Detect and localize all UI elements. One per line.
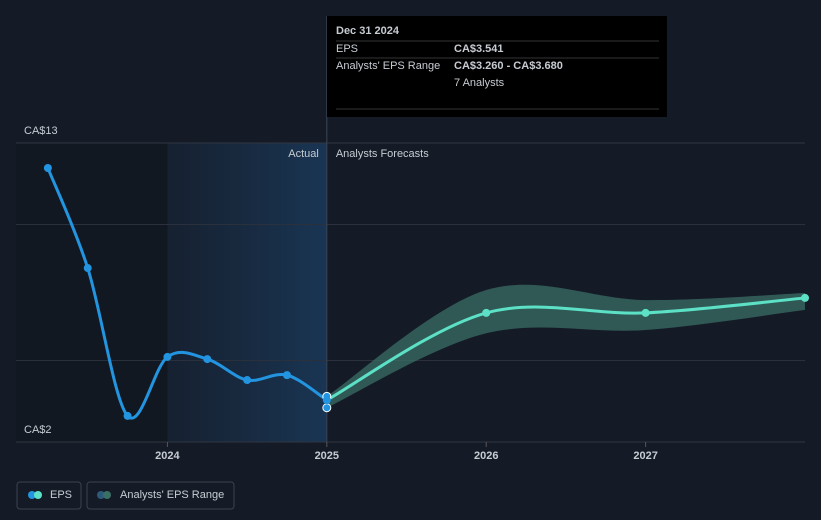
tooltip-date: Dec 31 2024 bbox=[336, 25, 400, 37]
eps-point bbox=[163, 352, 172, 361]
legend-icon bbox=[34, 491, 42, 499]
range-marker bbox=[322, 403, 332, 413]
eps-point bbox=[282, 371, 291, 380]
legend: EPS Analysts' EPS Range bbox=[16, 481, 235, 510]
forecast-point bbox=[482, 308, 491, 317]
y-tick-label: CA$13 bbox=[24, 125, 58, 137]
legend-icon bbox=[103, 491, 111, 499]
highlight-region bbox=[167, 143, 327, 442]
eps-point bbox=[83, 264, 92, 273]
actual-label: Actual bbox=[288, 148, 319, 160]
past-region bbox=[16, 143, 168, 442]
forecast-line bbox=[326, 296, 806, 402]
x-tick-label: 2027 bbox=[633, 450, 657, 462]
forecast-point bbox=[641, 308, 650, 317]
forecast-point bbox=[801, 293, 809, 302]
legend-icon bbox=[28, 491, 36, 499]
x-tick-label: 2025 bbox=[315, 450, 339, 462]
tooltip-note: 7 Analysts bbox=[454, 77, 505, 89]
tooltip-key: Analysts' EPS Range bbox=[336, 60, 440, 72]
legend-icon bbox=[97, 491, 105, 499]
tooltip-key: EPS bbox=[336, 43, 358, 55]
eps-point bbox=[243, 376, 252, 385]
x-tick-label: 2026 bbox=[474, 450, 498, 462]
eps-point bbox=[322, 396, 331, 405]
eps-point bbox=[123, 411, 132, 420]
tooltip-box bbox=[327, 16, 667, 117]
y-tick-label: CA$2 bbox=[24, 424, 52, 436]
legend-box[interactable] bbox=[86, 481, 235, 510]
legend-label: EPS bbox=[50, 489, 72, 501]
forecast-label: Analysts Forecasts bbox=[336, 148, 429, 160]
legend-label: Analysts' EPS Range bbox=[120, 489, 224, 501]
eps-point bbox=[203, 355, 212, 364]
legend-box[interactable] bbox=[16, 481, 82, 510]
tooltip: Dec 31 2024 EPS CA$3.541 Analysts' EPS R… bbox=[327, 16, 667, 117]
eps-point bbox=[43, 164, 52, 173]
x-tick-label: 2024 bbox=[155, 450, 180, 462]
tooltip-value: CA$3.541 bbox=[454, 43, 504, 55]
range-band bbox=[326, 284, 805, 408]
tooltip-value: CA$3.260 - CA$3.680 bbox=[454, 60, 563, 72]
plot: CA$2 CA$13 2024 2025 2026 2027 Actual Analysts … bbox=[16, 16, 809, 462]
